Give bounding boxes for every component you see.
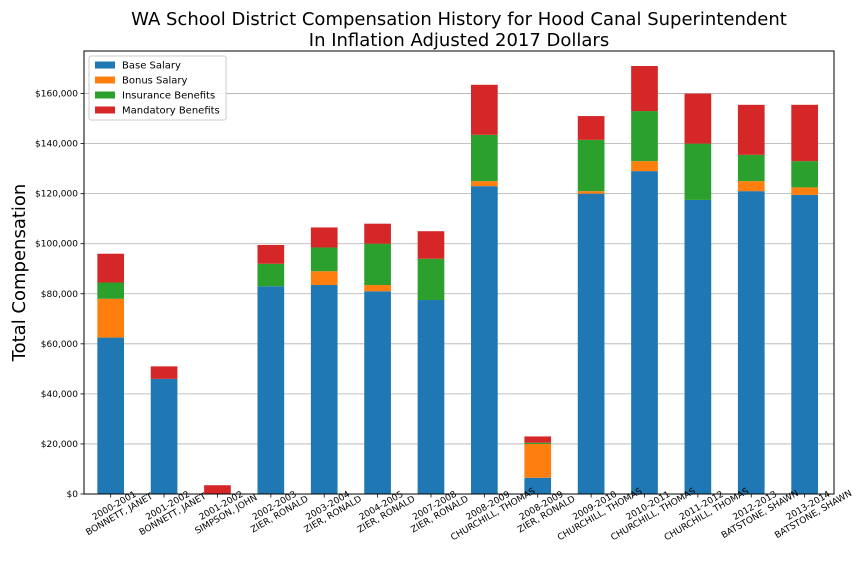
bar-segment-base-salary: [471, 186, 498, 495]
bar-segment-mandatory-benefits: [417, 231, 445, 259]
bar-segment-mandatory-benefits: [204, 485, 231, 494]
bar-segment-insurance-benefits: [364, 243, 391, 286]
bar-segment-insurance-benefits: [417, 258, 445, 301]
bar-segment-mandatory-benefits: [310, 227, 338, 248]
y-tick-label: $20,000: [41, 440, 78, 450]
bar-segment-base-salary: [364, 291, 391, 494]
y-tick-label: $0: [67, 490, 79, 500]
chart-title: WA School District Compensation History …: [131, 9, 787, 51]
y-tick-label: $80,000: [41, 290, 78, 300]
y-tick-label: $100,000: [35, 240, 78, 250]
bar-segment-bonus-salary: [631, 161, 658, 172]
bar-segment-mandatory-benefits: [471, 84, 498, 135]
y-tick-label: $140,000: [35, 140, 78, 150]
bar-segment-bonus-salary: [364, 285, 391, 292]
legend-label: Bonus Salary: [122, 76, 188, 87]
y-axis-label: Total Compensation: [9, 184, 30, 363]
bar-segment-insurance-benefits: [310, 247, 338, 272]
bars: [97, 66, 818, 495]
x-axis-ticks: 2000-2001BONNETT, JANET2001-2002BONNETT,…: [85, 486, 854, 543]
bar-segment-insurance-benefits: [524, 442, 552, 444]
legend-label: Insurance Benefits: [122, 91, 215, 102]
bar-segment-base-salary: [577, 193, 605, 494]
bar-segment-insurance-benefits: [471, 134, 498, 182]
legend-swatch: [95, 61, 115, 69]
bar-segment-base-salary: [791, 194, 818, 495]
bar-segment-insurance-benefits: [791, 161, 818, 188]
bar-segment-bonus-salary: [577, 191, 605, 194]
bar-segment-mandatory-benefits: [97, 253, 125, 283]
legend-label: Mandatory Benefits: [122, 106, 220, 117]
bar-segment-base-salary: [417, 300, 445, 494]
bar-segment-mandatory-benefits: [524, 436, 552, 443]
bar-segment-mandatory-benefits: [631, 66, 658, 112]
y-axis-ticks: $0 $20,000 $40,000 $60,000 $80,000 $100,000 $1…: [35, 90, 84, 500]
bar-segment-bonus-salary: [471, 181, 498, 187]
bar-segment-mandatory-benefits: [684, 93, 712, 144]
bar-segment-bonus-salary: [737, 181, 765, 192]
bar-segment-mandatory-benefits: [791, 104, 818, 162]
bar-segment-insurance-benefits: [257, 263, 285, 287]
bar-segment-bonus-salary: [310, 271, 338, 286]
plot-frame: [83, 50, 835, 495]
bar-segment-insurance-benefits: [737, 154, 765, 182]
bar-segment-base-salary: [737, 191, 765, 494]
y-tick-label: $120,000: [35, 190, 78, 200]
bar-segment-mandatory-benefits: [577, 116, 605, 140]
bar-segment-insurance-benefits: [577, 139, 605, 192]
y-tick-label: $60,000: [41, 340, 78, 350]
legend-swatch: [95, 76, 115, 84]
bar-segment-insurance-benefits: [631, 111, 658, 162]
bar-segment-base-salary: [257, 286, 285, 494]
bar-segment-mandatory-benefits: [150, 366, 178, 379]
bar-segment-base-salary: [524, 477, 552, 494]
bar-segment-mandatory-benefits: [737, 104, 765, 155]
bar-segment-bonus-salary: [791, 187, 818, 195]
bar-segment-base-salary: [97, 337, 125, 494]
gridlines: [84, 93, 834, 495]
bar-segment-mandatory-benefits: [257, 244, 285, 264]
legend: Base Salary Bonus Salary Insurance Benefit…: [88, 55, 227, 121]
bar-segment-base-salary: [150, 378, 178, 494]
bar-segment-base-salary: [310, 285, 338, 494]
bar-segment-insurance-benefits: [97, 282, 125, 299]
bar-segment-bonus-salary: [524, 443, 552, 478]
y-tick-label: $160,000: [35, 90, 78, 100]
bar-segment-mandatory-benefits: [364, 223, 391, 244]
legend-swatch: [95, 91, 115, 99]
bar-segment-insurance-benefits: [684, 143, 712, 200]
legend-swatch: [95, 106, 115, 114]
bar-segment-base-salary: [631, 171, 658, 494]
bar-segment-bonus-salary: [97, 298, 125, 338]
bar-segment-base-salary: [684, 199, 712, 494]
legend-frame: [88, 55, 227, 121]
legend-label: Base Salary: [122, 61, 181, 72]
y-tick-label: $40,000: [41, 390, 78, 400]
